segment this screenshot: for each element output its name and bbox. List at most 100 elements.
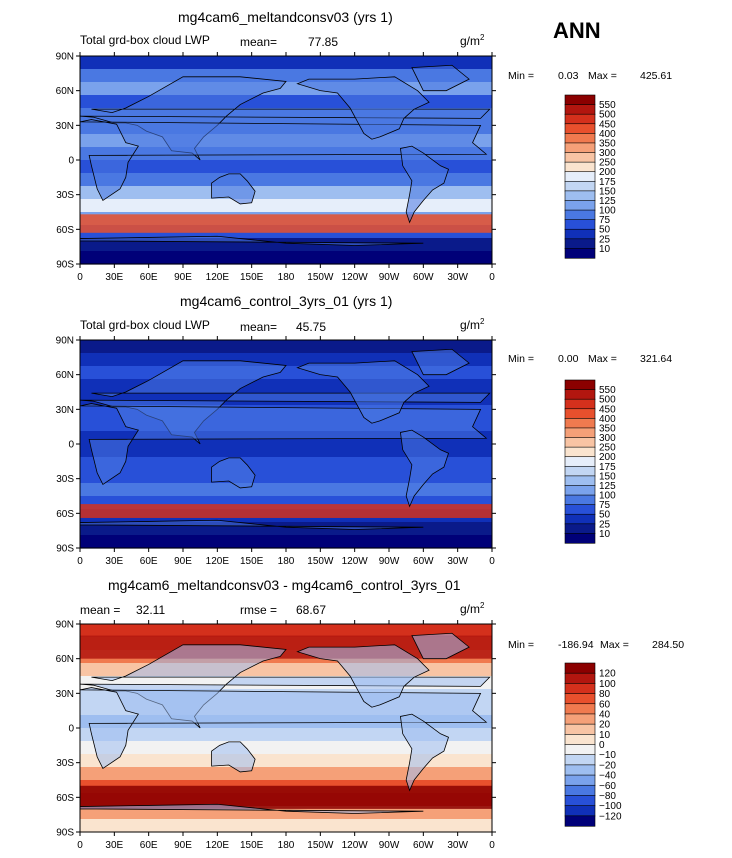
zonal-feature [80, 214, 492, 233]
continent-outline [296, 360, 430, 424]
lat-band [80, 767, 492, 781]
colorbar-box [564, 815, 596, 827]
continent-outline [79, 687, 488, 770]
colorbar-level-label: 500 [599, 395, 616, 406]
colorbar-level-label: 550 [599, 100, 616, 111]
lat-band [80, 624, 492, 638]
colorbar-level-label: 100 [599, 679, 616, 690]
colorbar-level-label: 300 [599, 433, 616, 444]
lat-tick-label: 30S [56, 474, 74, 485]
colorbar-level-label: 350 [599, 423, 616, 434]
colorbar-box [564, 795, 596, 807]
lat-band [80, 173, 492, 187]
colorbar-box [564, 437, 596, 448]
lat-band [80, 483, 492, 497]
lat-tick-label: 0 [68, 724, 74, 735]
lon-tick-label: 90W [379, 272, 400, 283]
colorbar-level-label: −80 [599, 791, 616, 802]
panel2-title: mg4cam6_control_3yrs_01 (yrs 1) [180, 293, 393, 309]
colorbar-box [564, 446, 596, 458]
colorbar-level-label: 10 [599, 730, 611, 741]
colorbar-box [564, 504, 596, 515]
panel1-min-label: Min = [508, 70, 534, 82]
colorbar-box [564, 113, 596, 125]
colorbar-box [564, 662, 596, 674]
colorbar-level-label: 80 [599, 689, 611, 700]
panel2-min-value: 0.00 [558, 353, 579, 365]
lon-tick-label: 60E [140, 840, 158, 851]
lat-tick-label: 90N [56, 52, 74, 63]
lat-tick-label: 60N [56, 370, 74, 381]
colorbar-box [564, 805, 596, 817]
panel3-max-value: 284.50 [652, 639, 685, 651]
continent-outline [411, 64, 470, 92]
lat-band [80, 444, 492, 458]
colorbar-level-label: 100 [599, 491, 616, 502]
colorbar-box [564, 133, 596, 144]
colorbar-box [564, 161, 596, 173]
colorbar-level-label: 175 [599, 462, 616, 473]
colorbar-level-label: 60 [599, 699, 611, 710]
lat-band [80, 457, 492, 471]
units-sup: 2 [480, 601, 485, 610]
lon-tick-label: 0 [77, 272, 83, 283]
colorbar-box [564, 754, 596, 766]
lon-tick-label: 90E [174, 556, 192, 567]
panel2-colorbar: 5505004504003503002502001751501251007550… [564, 379, 616, 544]
colorbar-box [564, 485, 596, 496]
continent-outline [211, 741, 256, 773]
units-sup: 2 [480, 33, 485, 42]
panel2-max-label: Max = [588, 353, 617, 365]
colorbar-box [564, 784, 596, 797]
colorbar-box [564, 465, 596, 477]
zonal-feature [80, 785, 492, 809]
colorbar-level-label: 450 [599, 404, 616, 415]
colorbar-box [564, 180, 596, 192]
colorbar-box [564, 427, 596, 439]
lat-band [80, 186, 492, 200]
lat-band [80, 160, 492, 174]
lon-tick-label: 120E [206, 272, 230, 283]
lon-tick-label: 150W [307, 272, 334, 283]
lon-tick-label: 60E [140, 556, 158, 567]
colorbar-box [564, 190, 596, 202]
colorbar-level-label: 200 [599, 452, 616, 463]
colorbar-box [564, 171, 596, 182]
colorbar-level-label: 25 [599, 234, 611, 245]
colorbar-level-label: 300 [599, 148, 616, 159]
continent-outline [399, 429, 450, 508]
lon-tick-label: 90E [174, 272, 192, 283]
colorbar-level-label: 350 [599, 138, 616, 149]
colorbar-level-label: 550 [599, 385, 616, 396]
lon-tick-label: 120E [206, 556, 230, 567]
lat-tick-label: 60S [56, 793, 74, 804]
panel1-mean-label: mean= [240, 35, 278, 49]
colorbar-level-label: −60 [599, 781, 616, 792]
panel2-variable: Total grd-box cloud LWP [80, 318, 210, 332]
continent-outline [211, 173, 256, 205]
lon-tick-label: 180 [278, 556, 295, 567]
panel2-mean-label: mean= [240, 320, 278, 334]
units-sup: 2 [480, 317, 485, 326]
lon-tick-label: 180 [278, 272, 295, 283]
colorbar-level-label: 150 [599, 186, 616, 197]
colorbar-level-label: 250 [599, 443, 616, 454]
colorbar-level-label: 125 [599, 196, 616, 207]
lon-tick-label: 30E [105, 840, 123, 851]
colorbar-box [564, 104, 596, 115]
colorbar-box [564, 513, 596, 525]
lat-band [80, 470, 492, 484]
units-text: g/m [460, 34, 481, 48]
lat-tick-label: 60S [56, 225, 74, 236]
colorbar-level-label: 400 [599, 129, 616, 140]
continent-outline [399, 145, 450, 224]
colorbar-level-label: 75 [599, 215, 611, 226]
colorbar-level-label: 25 [599, 519, 611, 530]
lon-tick-label: 30W [447, 840, 468, 851]
colorbar-level-label: 450 [599, 119, 616, 130]
lon-tick-label: 90W [379, 556, 400, 567]
panel3-min-label: Min = [508, 639, 534, 651]
